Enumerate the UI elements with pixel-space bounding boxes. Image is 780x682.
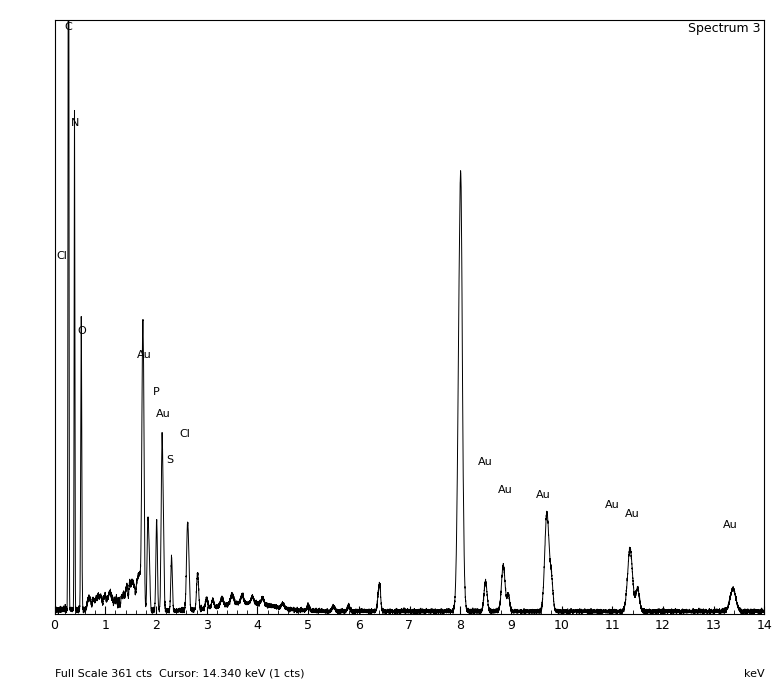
Text: Cl: Cl [57,252,68,261]
Text: Au: Au [498,485,513,495]
Text: Full Scale 361 cts  Cursor: 14.340 keV (1 cts): Full Scale 361 cts Cursor: 14.340 keV (1… [55,668,304,679]
Text: C: C [65,23,73,32]
Text: Au: Au [156,409,171,419]
Text: Cl: Cl [180,429,190,439]
Text: P: P [152,387,159,397]
Text: Au: Au [723,520,738,529]
Text: Au: Au [625,509,640,519]
Text: keV: keV [744,668,764,679]
Text: O: O [77,326,86,336]
Text: Au: Au [537,490,551,500]
Text: Au: Au [136,350,151,360]
Text: Au: Au [604,500,619,510]
Text: N: N [71,119,80,128]
Text: Au: Au [478,457,493,466]
Text: Spectrum 3: Spectrum 3 [689,23,760,35]
Text: S: S [167,456,174,466]
